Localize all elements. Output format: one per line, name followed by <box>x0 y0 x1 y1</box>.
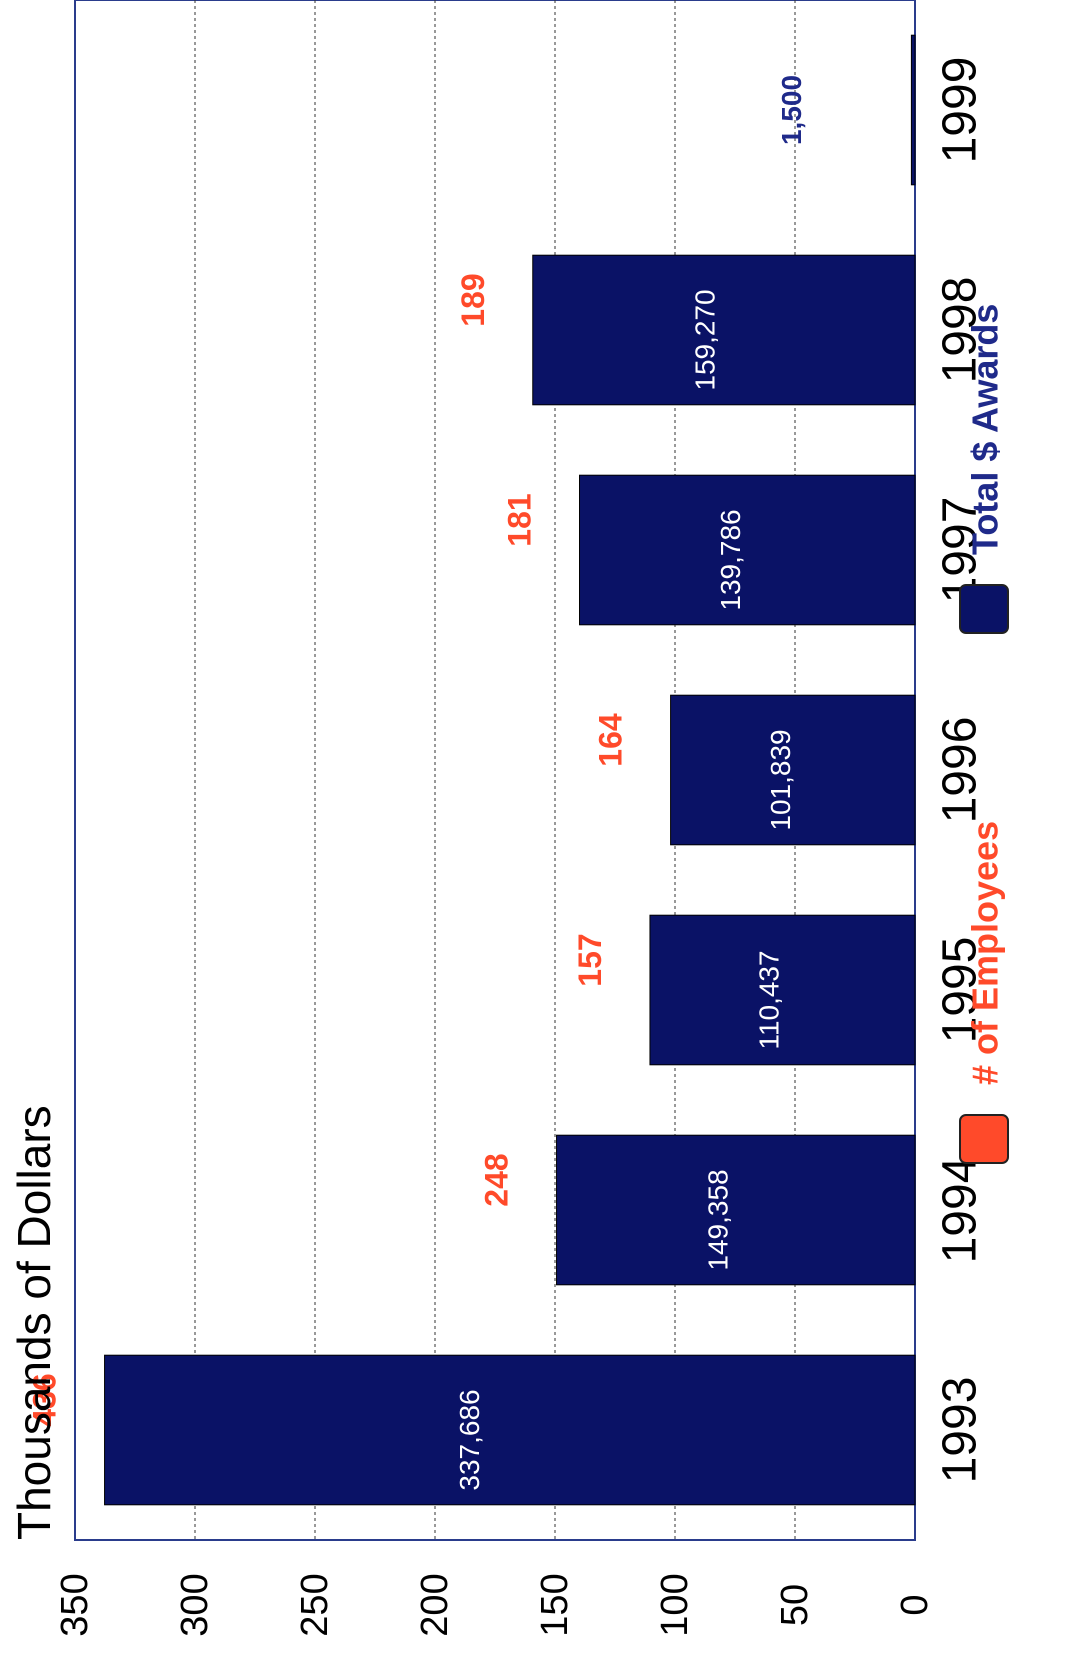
employee-count-label: 436 <box>27 1373 63 1426</box>
legend-swatch <box>959 1114 1009 1164</box>
x-tick-label: 1999 <box>934 57 987 164</box>
bar-total-awards <box>532 254 916 406</box>
employee-count-label: 164 <box>593 713 629 767</box>
x-tick-label: 1996 <box>934 717 987 824</box>
y-tick-label: 300 <box>174 1573 216 1636</box>
bar-total-awards <box>649 914 916 1066</box>
x-tick-label: 1995 <box>934 937 987 1044</box>
y-tick-label: 250 <box>294 1573 336 1636</box>
employee-count-label: 181 <box>502 493 538 546</box>
y-tick-label: 350 <box>54 1573 96 1636</box>
legend-label: # of Employees <box>965 821 1006 1085</box>
y-tick-label: 150 <box>534 1573 576 1636</box>
y-tick-label: 200 <box>414 1573 456 1636</box>
bar-total-awards <box>670 694 916 846</box>
y-tick-label: 0 <box>894 1594 936 1615</box>
bar-total-awards <box>556 1134 916 1286</box>
employee-count-label: 157 <box>572 933 608 986</box>
y-tick-label: 50 <box>774 1584 816 1626</box>
y-axis-title: Thousands of Dollars <box>8 1105 60 1540</box>
bar-value-label: 159,270 <box>689 289 720 390</box>
bar-value-label: 110,437 <box>754 950 785 1049</box>
bar-total-awards <box>910 34 916 186</box>
x-tick-label: 1998 <box>934 277 987 384</box>
bar-value-label: 1,500 <box>776 75 807 145</box>
employee-count-label: 189 <box>455 273 491 326</box>
bar-value-label: 337,686 <box>454 1389 485 1490</box>
bar-value-label: 149,358 <box>702 1169 733 1270</box>
legend-label: Total $ Awards <box>965 304 1006 555</box>
bar-value-label: 139,786 <box>715 509 746 610</box>
x-tick-label: 1994 <box>934 1157 987 1264</box>
bar-value-label: 101,839 <box>765 729 796 830</box>
x-tick-label: 1993 <box>934 1377 987 1484</box>
bar-total-awards <box>579 474 916 626</box>
legend-swatch <box>959 584 1009 634</box>
y-tick-label: 100 <box>654 1573 696 1636</box>
employee-count-label: 248 <box>479 1153 515 1206</box>
bar-total-awards <box>104 1354 916 1506</box>
